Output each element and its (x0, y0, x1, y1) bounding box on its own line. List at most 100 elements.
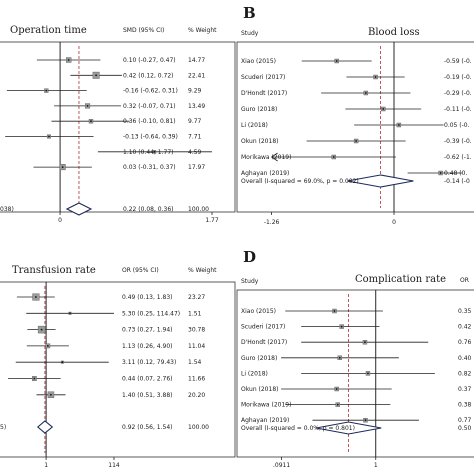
overall-label: 038) (0, 206, 14, 213)
study-point (332, 156, 335, 158)
study-point (86, 105, 89, 107)
study-point (33, 377, 36, 380)
study-ci-text: 5.30 (0.25, 114.47) (122, 310, 180, 317)
study-point (153, 150, 156, 153)
study-point (335, 388, 338, 390)
study-ci-text: 0.40 (458, 355, 472, 362)
study-label: Li (2018) (241, 370, 268, 377)
study-ci-text: 0.38 (458, 402, 472, 409)
study-label: Xiao (2015) (241, 308, 276, 315)
study-ci-text: -0.59 (-0. (444, 58, 472, 65)
study-point (333, 310, 336, 312)
study-point (397, 124, 400, 126)
overall-ci-text: 0.50 (458, 425, 472, 432)
overall-weight-text: 100.00 (188, 424, 209, 431)
study-ci-text: 0.76 (458, 339, 472, 346)
panel-c-weight-header: % Weight (188, 267, 217, 274)
study-label: Guro (2018) (241, 355, 277, 362)
study-label: Okun (2018) (241, 386, 278, 393)
x-tick-label: 0 (392, 219, 396, 226)
study-ci-text: 0.10 (-0.27, 0.47) (123, 57, 176, 64)
study-point (439, 172, 442, 174)
study-label: Li (2018) (241, 122, 268, 129)
study-point (48, 135, 50, 138)
study-point (34, 296, 37, 298)
study-label: Morikawa (2019) (241, 402, 291, 409)
x-tick-label: -1.26 (264, 219, 280, 226)
overall-diamond (347, 174, 414, 188)
study-point (374, 76, 377, 78)
study-point (336, 403, 339, 406)
study-point (90, 120, 92, 123)
panel-b-title: Blood loss (368, 27, 420, 38)
study-label: Aghayan (2019) (241, 417, 289, 424)
study-ci-text: 0.36 (-0.10, 0.81) (123, 118, 176, 125)
x-tick-label: 114 (108, 462, 120, 469)
study-point (69, 312, 71, 315)
panel-frame (0, 281, 236, 458)
study-ci-text: 0.03 (-0.31, 0.37) (123, 164, 176, 171)
study-point (50, 393, 52, 396)
overall-label: Overall (I-squared = 0.0%, p = 0.801) (241, 425, 355, 432)
study-ci-text: 0.49 (0.13, 1.83) (122, 294, 172, 301)
panel-d-plot: Xiao (2015) 0.35 Scuderi (2017) 0.42 D'Hondt… (236, 289, 474, 469)
panel-c-plot: 0.49 (0.13, 1.83) 23.27 5.30 (0.25, 114.47… (0, 281, 236, 469)
overall-label: Overall (I-squared = 69.0%, p = 0.002) (241, 178, 359, 185)
study-ci-text: -0.39 (-0. (444, 138, 472, 145)
panel-a-title: Operation time (10, 25, 87, 36)
study-point (335, 60, 338, 62)
study-point (340, 325, 343, 328)
panel-b: B Study Blood loss Xiao (2015) -0.59 (-0.… (236, 4, 474, 226)
study-point (67, 59, 70, 61)
overall-ci-text: 0.92 (0.56, 1.54) (122, 424, 172, 431)
overall-diamond (316, 421, 382, 435)
study-point (95, 74, 98, 77)
study-weight-text: 1.51 (188, 310, 202, 317)
study-label: Scuderi (2017) (241, 74, 285, 81)
study-weight-text: 11.04 (188, 343, 205, 350)
panel-d-letter: D (243, 248, 256, 266)
overall-diamond (65, 202, 93, 216)
study-point (46, 345, 49, 347)
study-ci-text: 0.73 (0.27, 1.94) (122, 327, 172, 334)
panel-b-plot: Xiao (2015) -0.59 (-0. Scuderi (2017) -0.19… (236, 41, 474, 226)
study-ci-text: 0.37 (458, 386, 472, 393)
study-ci-text: -0.11 (-0. (444, 106, 472, 113)
study-label: D'Hondt (2017) (241, 339, 287, 346)
x-tick-label: 1 (44, 462, 48, 469)
study-ci-text: 1.13 (0.26, 4.90) (122, 343, 172, 350)
study-weight-text: 17.97 (188, 164, 205, 171)
panel-a-effect-header: SMD (95% CI) (123, 27, 164, 34)
study-point (382, 108, 385, 110)
study-point (364, 419, 367, 422)
study-ci-text: 0.35 (458, 308, 472, 315)
study-point (364, 92, 367, 94)
study-point (45, 89, 48, 92)
study-weight-text: 11.66 (188, 376, 205, 383)
study-ci-text: -0.19 (-0. (444, 74, 472, 81)
study-ci-text: 1.10 (0.44, 1.77) (123, 149, 173, 156)
overall-weight-text: 100.00 (188, 206, 209, 213)
study-point (367, 372, 369, 375)
panel-c-effect-header: OR (95% CI) (122, 267, 159, 274)
study-weight-text: 9.77 (188, 118, 202, 125)
panel-d: D Study Complication rate OR Xiao (2015)… (236, 248, 474, 469)
study-weight-text: 30.78 (188, 327, 205, 334)
study-ci-text: -0.13 (-0.64, 0.39) (123, 134, 178, 141)
study-point (61, 166, 64, 169)
panel-frame (236, 289, 474, 458)
study-weight-text: 14.77 (188, 57, 205, 64)
study-weight-text: 13.49 (188, 103, 205, 110)
x-tick-label: .0911 (273, 462, 290, 469)
study-ci-text: -0.29 (-0. (444, 90, 472, 97)
overall-diamond (36, 420, 54, 434)
study-ci-text: 1.40 (0.51, 3.88) (122, 392, 172, 399)
study-label: Aghayan (2019) (241, 170, 289, 177)
x-tick-label: 0 (58, 217, 62, 224)
study-ci-text: -0.62 (-1. (444, 154, 472, 161)
study-ci-text: 0.48 (0. (444, 170, 467, 177)
panel-frame (0, 41, 236, 213)
overall-ci-text: 0.22 (0.08, 0.36) (123, 206, 173, 213)
study-weight-text: 20.20 (188, 392, 205, 399)
